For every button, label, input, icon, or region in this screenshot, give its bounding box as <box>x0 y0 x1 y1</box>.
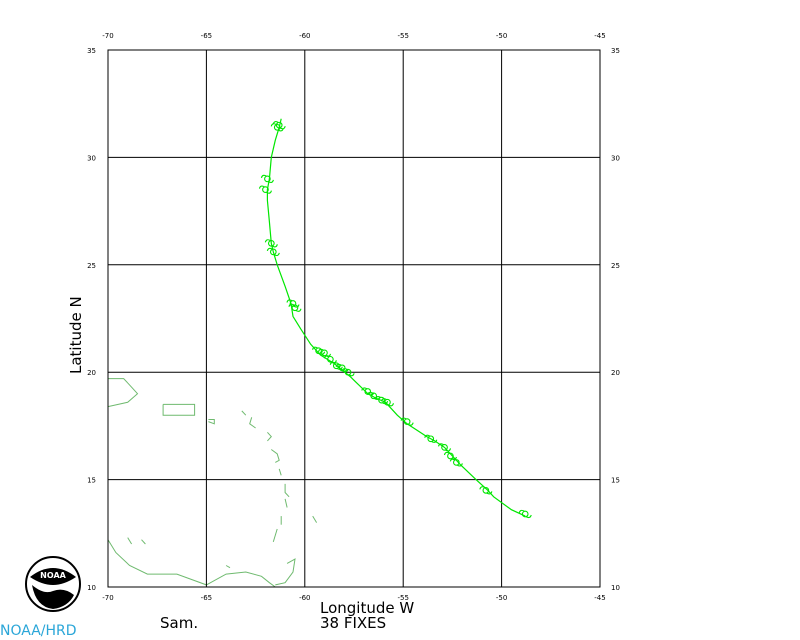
hurricane-fix-symbol <box>258 185 272 194</box>
coastline <box>141 539 146 545</box>
x-tick-label-bottom: -70 <box>102 594 113 602</box>
coastline <box>249 417 256 429</box>
y-tick-label-left: 25 <box>87 262 96 270</box>
coastline-layer <box>107 378 318 588</box>
x-tick-label-bottom: -55 <box>397 594 408 602</box>
hurricane-fix-symbol <box>479 486 493 495</box>
x-tick-label-top: -50 <box>496 32 507 40</box>
coastline <box>208 419 215 425</box>
hurricane-fix-symbol <box>380 398 394 407</box>
coastline <box>278 468 282 476</box>
noaa-logo-text: NOAA <box>40 571 66 580</box>
hurricane-fix-symbol <box>518 509 532 519</box>
x-tick-label-top: -55 <box>397 32 408 40</box>
track-line <box>266 118 526 517</box>
storm-track <box>266 118 526 517</box>
x-tick-label-bottom: -65 <box>201 594 212 602</box>
coastline <box>271 449 280 463</box>
hurricane-fix-symbol <box>317 348 332 357</box>
coastline <box>127 537 133 545</box>
coastline <box>284 483 290 498</box>
storm-name: Sam. <box>160 614 199 632</box>
x-tick-label-bottom: -45 <box>594 594 605 602</box>
coastline <box>225 565 231 569</box>
coastline <box>241 410 247 416</box>
y-tick-label-right: 15 <box>611 477 620 485</box>
y-tick-label-right: 20 <box>611 369 620 377</box>
hurricane-fix-symbol <box>312 346 326 355</box>
hurricane-fix-symbol <box>264 239 278 248</box>
hurricane-fix-symbol <box>424 434 438 443</box>
hurricane-fix-symbol <box>437 443 452 452</box>
x-tick-label-bottom: -50 <box>496 594 507 602</box>
x-axis-label: Longitude W <box>320 599 414 617</box>
y-tick-label-left: 35 <box>87 47 96 55</box>
y-tick-label-right: 35 <box>611 47 620 55</box>
y-tick-label-left: 10 <box>87 584 96 592</box>
hurricane-fix-symbol <box>272 121 286 130</box>
storm-fixes <box>258 121 532 519</box>
y-tick-label-right: 25 <box>611 262 620 270</box>
coastline <box>107 539 276 588</box>
fixes-count: 38 FIXES <box>320 614 387 632</box>
x-tick-label-top: -65 <box>201 32 212 40</box>
y-tick-label-left: 20 <box>87 369 96 377</box>
hurricane-fix-symbol <box>400 417 414 426</box>
hurricane-fix-symbol <box>286 299 300 308</box>
noaa-logo: NOAA <box>25 556 81 612</box>
credit-label: NOAA/HRD <box>0 623 77 639</box>
coastline <box>312 515 318 523</box>
coastline <box>275 558 296 586</box>
x-tick-label-top: -45 <box>594 32 605 40</box>
y-tick-label-left: 30 <box>87 154 96 162</box>
y-tick-label-left: 15 <box>87 477 96 485</box>
hurricane-fix-symbol <box>323 355 337 364</box>
x-tick-label-bottom: -60 <box>299 594 310 602</box>
y-tick-label-right: 30 <box>611 154 620 162</box>
hurricane-fix-symbol <box>443 451 457 461</box>
y-axis-label: Latitude N <box>67 296 85 374</box>
hurricane-fix-symbol <box>335 363 349 373</box>
lat-lon-grid <box>107 49 601 588</box>
x-tick-label-top: -70 <box>102 32 113 40</box>
coastline <box>162 403 196 416</box>
map-frame <box>107 49 601 588</box>
y-tick-label-right: 10 <box>611 584 620 592</box>
coastline <box>284 498 288 508</box>
coastline <box>272 528 278 543</box>
hurricane-fix-symbol <box>361 387 375 396</box>
x-tick-label-top: -60 <box>299 32 310 40</box>
hurricane-fix-symbol <box>266 247 280 257</box>
hurricane-fix-symbol <box>260 174 274 184</box>
coastline <box>107 378 139 408</box>
coastline <box>267 431 272 442</box>
tick-labels: -70 -70 -65 -65 -60 -60 -55 -55 -50 -50 -45 -45 10 10… <box>87 32 620 602</box>
